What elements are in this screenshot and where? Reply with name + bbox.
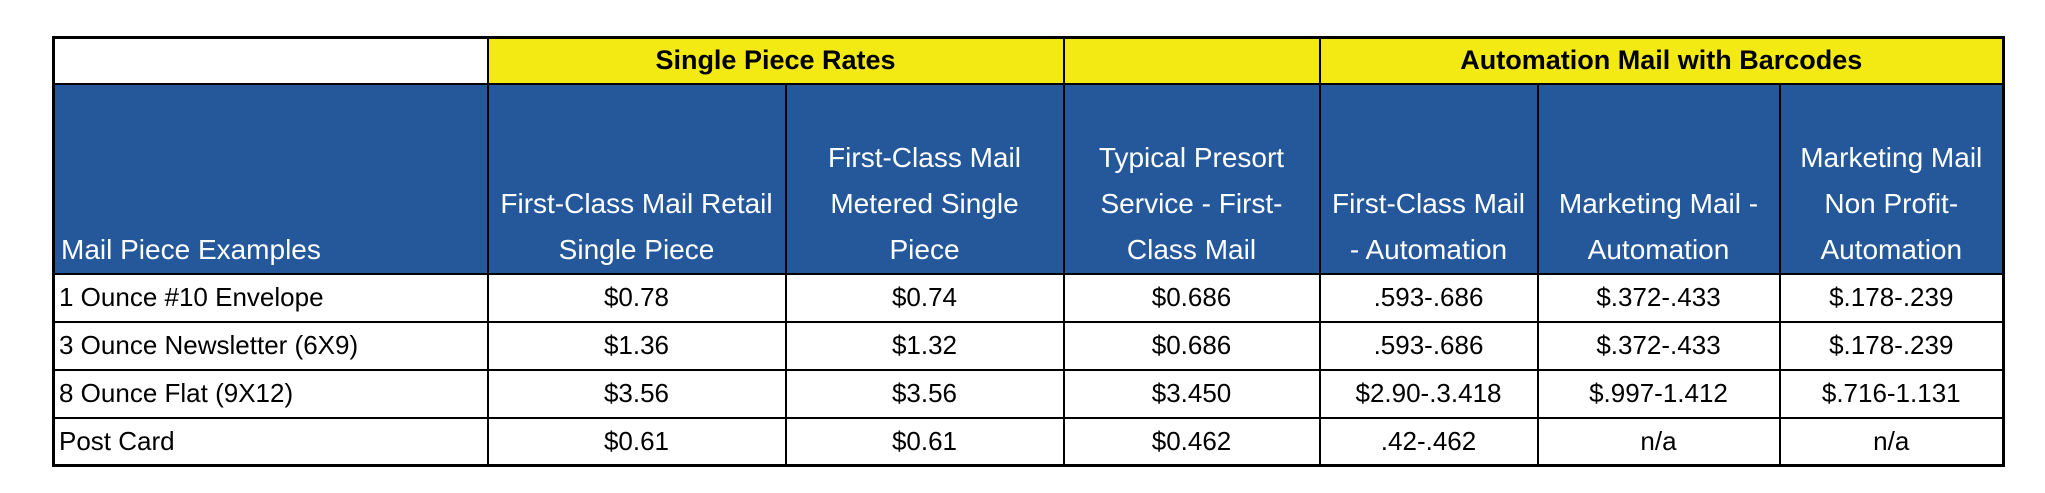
cell-marketing-automation: $.997-1.412 (1536, 368, 1781, 419)
row-label: 8 Ounce Flat (9X12) (52, 368, 489, 419)
cell-nonprofit-automation: n/a (1778, 416, 2005, 467)
cell-first-class-automation: .593-.686 (1318, 320, 1539, 371)
cell-typical-presort: $0.686 (1062, 272, 1321, 323)
row-label: Post Card (52, 416, 489, 467)
cell-first-class-automation: .593-.686 (1318, 272, 1539, 323)
column-header-metered-single: First-Class Mail Metered Single Piece (784, 82, 1065, 275)
cell-marketing-automation: $.372-.433 (1536, 320, 1781, 371)
group-header-single-piece: Single Piece Rates (486, 36, 1065, 85)
column-header-row: Mail Piece Examples First-Class Mail Ret… (52, 82, 2005, 275)
column-header-marketing-automation: Marketing Mail - Automation (1536, 82, 1781, 275)
cell-first-class-automation: .42-.462 (1318, 416, 1539, 467)
cell-retail-single: $0.61 (486, 416, 787, 467)
cell-first-class-automation: $2.90-.3.418 (1318, 368, 1539, 419)
group-header-row: Single Piece Rates Automation Mail with … (52, 36, 2005, 85)
row-label: 1 Ounce #10 Envelope (52, 272, 489, 323)
row-label: 3 Ounce Newsletter (6X9) (52, 320, 489, 371)
postage-rates-table: Single Piece Rates Automation Mail with … (52, 36, 2006, 467)
cell-retail-single: $0.78 (486, 272, 787, 323)
cell-retail-single: $3.56 (486, 368, 787, 419)
table-row: 8 Ounce Flat (9X12) $3.56 $3.56 $3.450 $… (52, 368, 2005, 419)
column-header-nonprofit-automation: Marketing Mail Non Profit-Automation (1778, 82, 2005, 275)
cell-marketing-automation: $.372-.433 (1536, 272, 1781, 323)
cell-metered-single: $1.32 (784, 320, 1065, 371)
column-header-first-class-automation: First-Class Mail - Automation (1318, 82, 1539, 275)
cell-metered-single: $3.56 (784, 368, 1065, 419)
cell-retail-single: $1.36 (486, 320, 787, 371)
cell-marketing-automation: n/a (1536, 416, 1781, 467)
table-row: 1 Ounce #10 Envelope $0.78 $0.74 $0.686 … (52, 272, 2005, 323)
cell-metered-single: $0.74 (784, 272, 1065, 323)
column-header-typical-presort: Typical Presort Service - First-Class Ma… (1062, 82, 1321, 275)
cell-typical-presort: $3.450 (1062, 368, 1321, 419)
cell-metered-single: $0.61 (784, 416, 1065, 467)
cell-typical-presort: $0.462 (1062, 416, 1321, 467)
table-row: 3 Ounce Newsletter (6X9) $1.36 $1.32 $0.… (52, 320, 2005, 371)
group-header-blank-middle (1062, 36, 1321, 85)
cell-nonprofit-automation: $.716-1.131 (1778, 368, 2005, 419)
cell-nonprofit-automation: $.178-.239 (1778, 320, 2005, 371)
column-header-mail-piece: Mail Piece Examples (52, 82, 489, 275)
group-header-automation: Automation Mail with Barcodes (1318, 36, 2005, 85)
cell-typical-presort: $0.686 (1062, 320, 1321, 371)
cell-nonprofit-automation: $.178-.239 (1778, 272, 2005, 323)
column-header-retail-single: First-Class Mail Retail Single Piece (486, 82, 787, 275)
table-row: Post Card $0.61 $0.61 $0.462 .42-.462 n/… (52, 416, 2005, 467)
group-header-blank-left (52, 36, 489, 85)
